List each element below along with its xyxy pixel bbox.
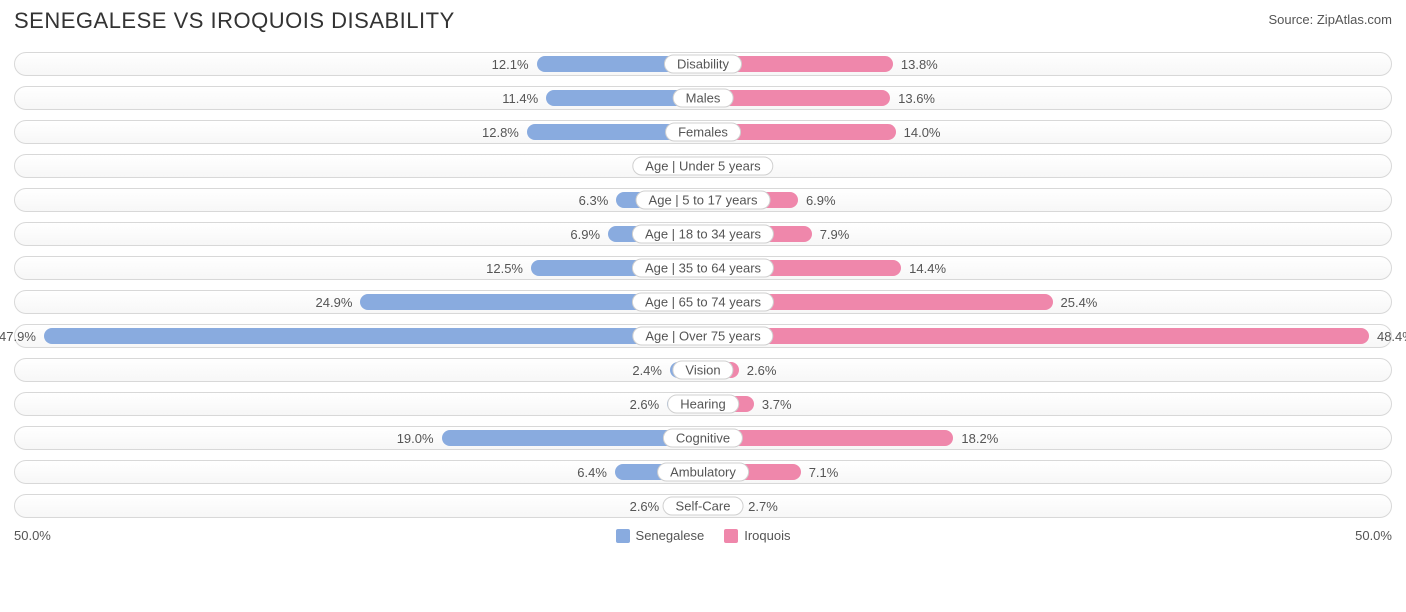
legend-item-right: Iroquois (724, 528, 790, 543)
bar-row: 12.5% 14.4% Age | 35 to 64 years (14, 256, 1392, 280)
category-badge: Age | 18 to 34 years (632, 225, 774, 244)
value-label-right: 48.4% (1377, 328, 1406, 344)
bar-row: 19.0% 18.2% Cognitive (14, 426, 1392, 450)
category-badge: Age | 35 to 64 years (632, 259, 774, 278)
source-label: Source: (1268, 12, 1316, 27)
value-label-left: 24.9% (316, 294, 353, 310)
value-label-right: 7.9% (820, 226, 850, 242)
category-badge: Hearing (667, 395, 739, 414)
value-label-right: 13.6% (898, 90, 935, 106)
category-badge: Age | Over 75 years (632, 327, 773, 346)
bar-row: 12.1% 13.8% Disability (14, 52, 1392, 76)
category-badge: Females (665, 123, 741, 142)
category-badge: Age | Under 5 years (632, 157, 773, 176)
legend-label-right: Iroquois (744, 528, 790, 543)
value-label-left: 19.0% (397, 430, 434, 446)
bar-row: 6.9% 7.9% Age | 18 to 34 years (14, 222, 1392, 246)
bar-left (44, 328, 703, 344)
bar-row: 11.4% 13.6% Males (14, 86, 1392, 110)
axis-right-max: 50.0% (1355, 528, 1392, 543)
value-label-right: 3.7% (762, 396, 792, 412)
value-label-left: 12.1% (492, 56, 529, 72)
bar-row: 47.9%48.4%Age | Over 75 years (14, 324, 1392, 348)
value-label-left: 2.6% (630, 396, 660, 412)
bar-right (703, 328, 1369, 344)
legend-swatch-left (616, 529, 630, 543)
value-label-right: 2.6% (747, 362, 777, 378)
value-label-right: 18.2% (961, 430, 998, 446)
value-label-left: 6.4% (577, 464, 607, 480)
category-badge: Disability (664, 55, 742, 74)
value-label-left: 6.3% (579, 192, 609, 208)
value-label-right: 25.4% (1061, 294, 1098, 310)
bar-row: 2.6% 3.7% Hearing (14, 392, 1392, 416)
value-label-left: 6.9% (570, 226, 600, 242)
source-name: ZipAtlas.com (1317, 12, 1392, 27)
value-label-left: 2.4% (632, 362, 662, 378)
bar-row: 1.2%1.5%Age | Under 5 years (14, 154, 1392, 178)
category-badge: Cognitive (663, 429, 743, 448)
chart-footer: 50.0% Senegalese Iroquois 50.0% (14, 528, 1392, 543)
category-badge: Age | 5 to 17 years (636, 191, 771, 210)
value-label-right: 13.8% (901, 56, 938, 72)
bar-row: 2.4% 2.6% Vision (14, 358, 1392, 382)
diverging-bar-chart: 12.1% 13.8% Disability 11.4% 13.6% Males 12.8%… (14, 52, 1392, 518)
axis-left-max: 50.0% (14, 528, 51, 543)
bar-row: 24.9% 25.4% Age | 65 to 74 years (14, 290, 1392, 314)
value-label-right: 14.4% (909, 260, 946, 276)
category-badge: Self-Care (663, 497, 744, 516)
bar-row: 6.3% 6.9% Age | 5 to 17 years (14, 188, 1392, 212)
legend-swatch-right (724, 529, 738, 543)
value-label-right: 14.0% (904, 124, 941, 140)
bar-row: 6.4% 7.1% Ambulatory (14, 460, 1392, 484)
bar-row: 2.6% 2.7%Self-Care (14, 494, 1392, 518)
value-label-left: 12.8% (482, 124, 519, 140)
chart-header: SENEGALESE VS IROQUOIS DISABILITY Source… (14, 8, 1392, 34)
bar-row: 12.8% 14.0% Females (14, 120, 1392, 144)
category-badge: Males (673, 89, 734, 108)
value-label-left: 12.5% (486, 260, 523, 276)
value-label-right: 6.9% (806, 192, 836, 208)
legend: Senegalese Iroquois (616, 528, 791, 543)
chart-title: SENEGALESE VS IROQUOIS DISABILITY (14, 8, 455, 34)
legend-item-left: Senegalese (616, 528, 705, 543)
category-badge: Vision (672, 361, 733, 380)
chart-source: Source: ZipAtlas.com (1268, 12, 1392, 27)
value-label-right: 7.1% (809, 464, 839, 480)
value-label-left: 2.6% (630, 498, 660, 514)
category-badge: Age | 65 to 74 years (632, 293, 774, 312)
value-label-right: 2.7% (748, 498, 778, 514)
value-label-left: 11.4% (502, 90, 538, 106)
value-label-left: 47.9% (0, 328, 36, 344)
category-badge: Ambulatory (657, 463, 749, 482)
legend-label-left: Senegalese (636, 528, 705, 543)
